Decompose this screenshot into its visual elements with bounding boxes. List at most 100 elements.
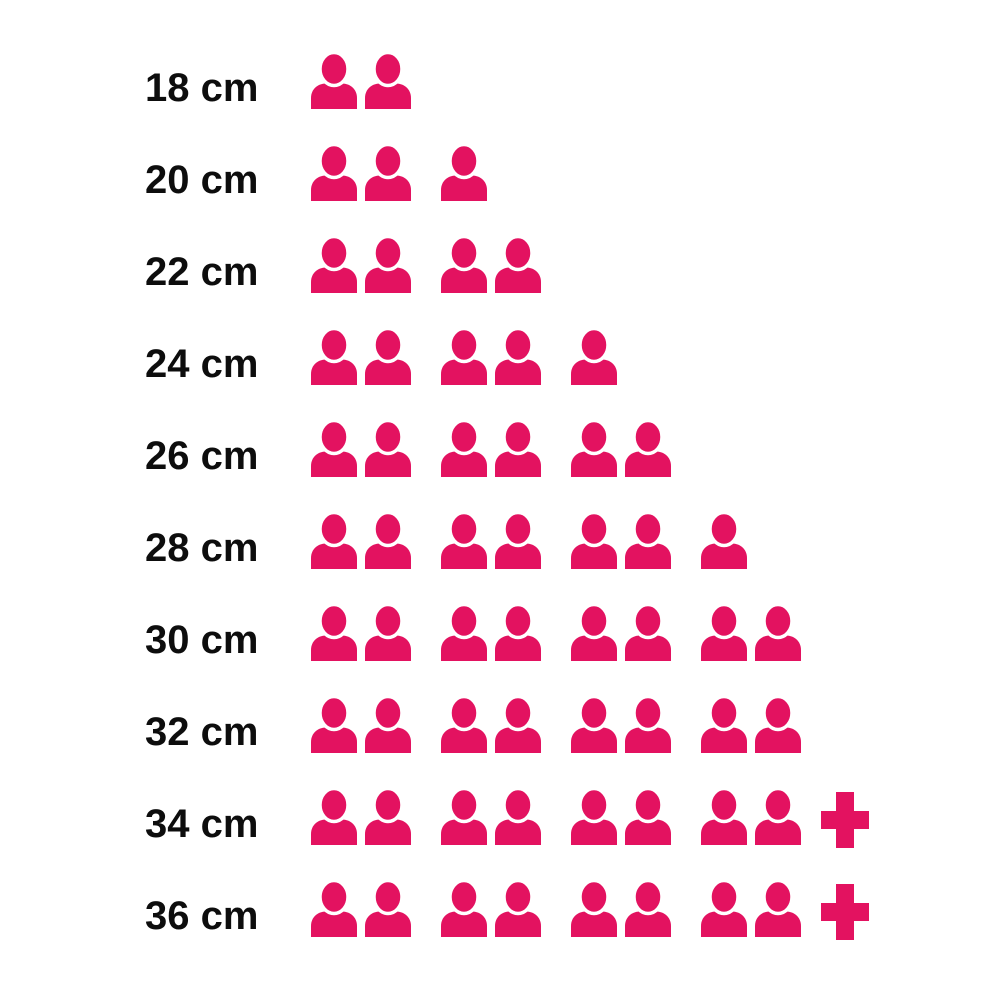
icon-pair: [700, 788, 802, 845]
chart-row: 30 cm: [145, 604, 1000, 661]
person-icon: [365, 328, 411, 385]
icon-row: [310, 696, 830, 753]
icon-pair: [310, 788, 412, 845]
person-icon: [365, 880, 411, 937]
icon-pair: [700, 512, 748, 569]
chart-row: 34 cm: [145, 788, 1000, 848]
person-icon: [365, 604, 411, 661]
row-label: 28 cm: [145, 526, 259, 570]
chart-row: 28 cm: [145, 512, 1000, 569]
row-label: 24 cm: [145, 342, 259, 386]
icon-pair: [440, 604, 542, 661]
row-label: 18 cm: [145, 66, 259, 110]
person-icon: [571, 420, 617, 477]
icon-pair: [700, 604, 802, 661]
person-icon: [625, 420, 671, 477]
icon-pair: [700, 880, 802, 937]
person-icon: [495, 236, 541, 293]
icon-pair: [700, 696, 802, 753]
icon-row: [310, 788, 870, 848]
icon-pair: [570, 420, 672, 477]
plus-icon: [821, 792, 869, 848]
icon-pair: [570, 788, 672, 845]
chart-row: 20 cm: [145, 144, 1000, 201]
icon-pair: [310, 880, 412, 937]
icon-pair: [440, 696, 542, 753]
person-icon: [441, 236, 487, 293]
plus-icon: [821, 884, 869, 940]
row-label: 32 cm: [145, 710, 259, 754]
person-icon: [755, 696, 801, 753]
person-icon: [755, 788, 801, 845]
person-icon: [571, 604, 617, 661]
person-icon: [495, 328, 541, 385]
chart-row: 32 cm: [145, 696, 1000, 753]
person-icon: [365, 788, 411, 845]
person-icon: [625, 604, 671, 661]
person-icon: [441, 880, 487, 937]
person-icon: [441, 696, 487, 753]
person-icon: [755, 604, 801, 661]
person-icon: [311, 420, 357, 477]
person-icon: [625, 788, 671, 845]
person-icon: [495, 696, 541, 753]
icon-row: [310, 604, 830, 661]
person-icon: [311, 52, 357, 109]
person-icon: [311, 696, 357, 753]
person-icon: [571, 328, 617, 385]
icon-pair: [310, 52, 412, 109]
icon-row: [310, 880, 870, 940]
icon-row: [310, 52, 440, 109]
icon-pair: [440, 420, 542, 477]
chart-row: 18 cm: [145, 52, 1000, 109]
person-icon: [495, 880, 541, 937]
person-icon: [365, 52, 411, 109]
person-icon: [311, 236, 357, 293]
person-icon: [441, 328, 487, 385]
person-icon: [701, 788, 747, 845]
person-icon: [441, 420, 487, 477]
icon-pair: [440, 236, 542, 293]
icon-row: [310, 512, 776, 569]
person-icon: [701, 512, 747, 569]
person-icon: [755, 880, 801, 937]
icon-row: [310, 328, 646, 385]
person-icon: [625, 512, 671, 569]
icon-pair: [310, 512, 412, 569]
icon-row: [310, 236, 570, 293]
person-icon: [441, 788, 487, 845]
icon-pair: [440, 788, 542, 845]
icon-pair: [570, 512, 672, 569]
person-icon: [701, 880, 747, 937]
person-icon: [571, 696, 617, 753]
chart-row: 26 cm: [145, 420, 1000, 477]
icon-pair: [310, 328, 412, 385]
icon-pair: [310, 144, 412, 201]
person-icon: [495, 512, 541, 569]
icon-pair: [570, 604, 672, 661]
person-icon: [571, 788, 617, 845]
icon-pair: [310, 604, 412, 661]
icon-row: [310, 420, 700, 477]
person-icon: [441, 512, 487, 569]
icon-pair: [440, 512, 542, 569]
person-icon: [365, 420, 411, 477]
icon-pair: [570, 696, 672, 753]
person-icon: [311, 328, 357, 385]
pictogram-chart: 18 cm 20 cm 22 cm 24 cm 26 cm 28 cm 30 cm 32 cm…: [145, 52, 1000, 940]
person-icon: [365, 144, 411, 201]
row-label: 34 cm: [145, 802, 259, 846]
icon-pair: [570, 328, 618, 385]
row-label: 30 cm: [145, 618, 259, 662]
icon-pair: [570, 880, 672, 937]
chart-row: 22 cm: [145, 236, 1000, 293]
person-icon: [365, 696, 411, 753]
chart-row: 36 cm: [145, 880, 1000, 940]
icon-pair: [440, 328, 542, 385]
row-label: 20 cm: [145, 158, 259, 202]
person-icon: [441, 604, 487, 661]
person-icon: [701, 604, 747, 661]
person-icon: [441, 144, 487, 201]
person-icon: [625, 880, 671, 937]
